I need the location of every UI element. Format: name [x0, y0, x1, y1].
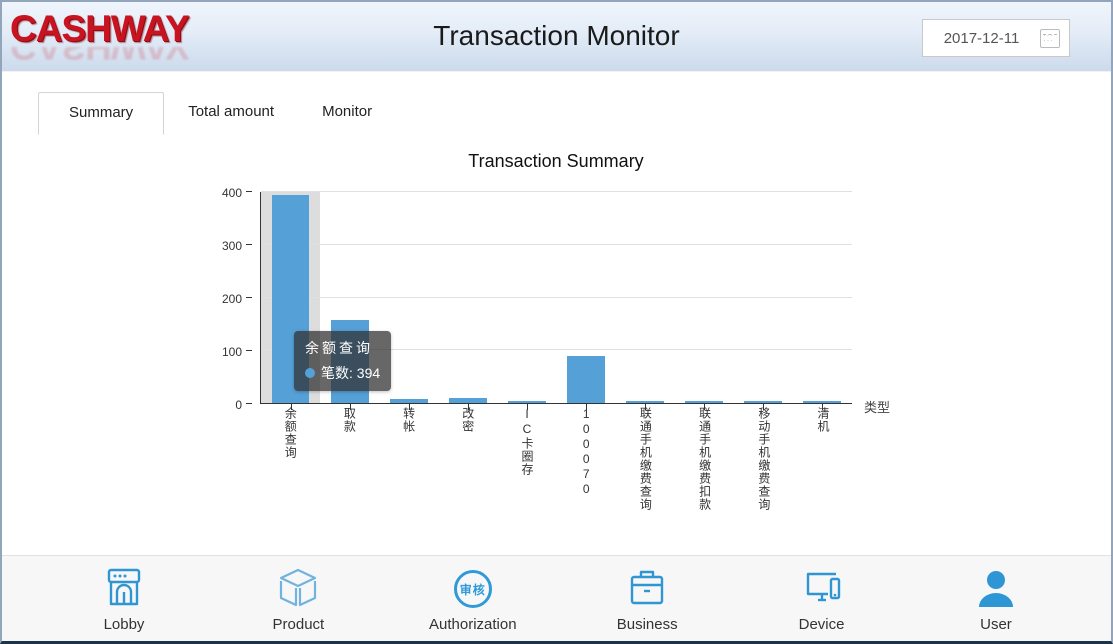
y-axis-labels: 0 100 200 300 400: [208, 186, 252, 412]
gridline: [261, 349, 852, 351]
tooltip-value: 笔数: 394: [321, 365, 381, 381]
x-category-label: IC卡圈存: [520, 407, 534, 476]
bar[interactable]: [626, 401, 665, 403]
date-picker[interactable]: 2017-12-11: [922, 19, 1070, 57]
bar[interactable]: [744, 400, 783, 403]
nav-item-authorization[interactable]: 审核 Authorization: [413, 556, 533, 641]
x-category-label: 转帐: [401, 407, 416, 433]
gridline: [261, 243, 852, 245]
calendar-icon[interactable]: [1040, 28, 1060, 48]
nav-item-business[interactable]: Business: [587, 556, 707, 641]
x-category-label: 余额查询: [283, 407, 298, 459]
bottom-nav: Lobby Product 审核 Authorization: [2, 555, 1111, 641]
page-title: Transaction Monitor: [433, 20, 680, 51]
y-tick-mark: [246, 350, 252, 351]
chart-tooltip: 余额查询 笔数: 394: [294, 331, 392, 391]
y-tick-mark: [246, 297, 252, 298]
bar-category-cell: [616, 192, 675, 410]
y-tick-label: 400: [221, 185, 242, 200]
person-icon: [973, 566, 1019, 612]
bar-category-cell: [675, 192, 734, 410]
y-tick-label: 0: [235, 397, 242, 412]
nav-label-business: Business: [616, 616, 678, 633]
x-tick-mark: [526, 404, 528, 410]
y-tick-mark: [246, 191, 252, 192]
gridline: [261, 191, 852, 192]
monitor-phone-icon: [799, 566, 845, 612]
seal-text: 审核: [459, 582, 486, 597]
chart-title: Transaction Summary: [468, 151, 644, 171]
x-category-label: 移动手机缴费查询: [756, 407, 771, 511]
nav-label-device: Device: [798, 616, 845, 633]
bar[interactable]: [448, 397, 487, 403]
x-category-label: 取款: [342, 407, 357, 433]
x-category-label: 联通手机缴费查询: [638, 407, 653, 511]
y-tick-label: 200: [221, 291, 242, 306]
x-tick-mark: [586, 404, 588, 410]
cashway-logo: CASHWAY CASHWAY: [10, 8, 190, 65]
x-tick-mark: [704, 404, 706, 410]
x-tick-mark: [822, 404, 824, 410]
bar[interactable]: [803, 401, 842, 403]
nav-item-device[interactable]: Device: [762, 556, 882, 641]
plot-area: 余额查询 笔数: 394: [260, 191, 852, 410]
y-tick-label: 100: [221, 344, 242, 359]
approval-seal-icon: 审核: [453, 566, 492, 612]
bar-category-cell: [497, 192, 556, 410]
y-tick-mark: [246, 244, 252, 245]
bar-category-cell: [438, 192, 497, 410]
nav-label-user: User: [980, 616, 1012, 633]
y-tick-mark: [246, 403, 252, 404]
briefcase-icon: [624, 566, 670, 612]
bar-category-cell: [734, 192, 793, 410]
x-category-label: 改密: [460, 407, 475, 433]
bar[interactable]: [685, 401, 724, 403]
nav-item-user[interactable]: User: [936, 556, 1056, 641]
cube-icon: [275, 566, 321, 612]
x-category-label: 100070: [579, 407, 594, 497]
bar-category-cell: [379, 192, 438, 410]
x-tick-mark: [763, 404, 765, 410]
header: CASHWAY CASHWAY Transaction Monitor 2017…: [2, 2, 1111, 72]
y-tick-label: 300: [221, 238, 242, 253]
x-tick-mark: [349, 404, 351, 410]
gridline: [261, 296, 852, 298]
x-axis-name: 类型: [864, 400, 891, 415]
x-tick-mark: [290, 404, 292, 410]
x-category-label: 联通手机缴费扣款: [697, 407, 712, 511]
tab-summary[interactable]: Summary: [38, 92, 165, 135]
x-tick-mark: [645, 404, 647, 410]
nav-label-lobby: Lobby: [103, 616, 145, 633]
date-value[interactable]: 2017-12-11: [943, 29, 1020, 47]
bar[interactable]: [567, 355, 605, 403]
tab-total-amount[interactable]: Total amount: [188, 103, 275, 120]
tooltip-series-dot: [305, 368, 315, 378]
storefront-icon: [101, 566, 147, 612]
nav-label-authorization: Authorization: [429, 616, 517, 633]
nav-label-product: Product: [272, 616, 325, 633]
nav-item-product[interactable]: Product: [238, 556, 358, 641]
nav-item-lobby[interactable]: Lobby: [64, 556, 184, 641]
tooltip-title: 余额查询: [305, 340, 373, 356]
bar-category-cell: [556, 192, 615, 410]
tab-bar: Summary Total amount Monitor: [38, 92, 396, 135]
bar[interactable]: [508, 401, 546, 403]
bar-category-cell: [793, 192, 852, 410]
tab-monitor[interactable]: Monitor: [322, 103, 373, 120]
bar[interactable]: [389, 398, 428, 403]
cashway-logo-text: CASHWAY: [10, 8, 190, 49]
x-tick-mark: [408, 404, 410, 410]
x-tick-mark: [467, 404, 469, 410]
x-category-label: 清机: [816, 407, 831, 433]
x-axis-labels: 余额查询 取款 转帐 改密 IC卡圈存 100070 联通手机缴费查询 联通手机缴费扣款 移动手…: [260, 407, 852, 511]
